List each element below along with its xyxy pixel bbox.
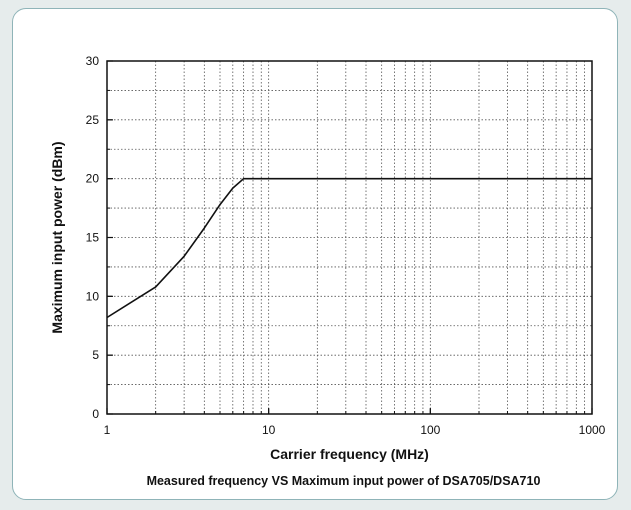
y-tick-label: 0	[92, 407, 99, 421]
grid	[107, 61, 592, 414]
chart-card	[12, 8, 618, 500]
tick-labels: 1 10 100 1000 0 5 10 15 20 25 30	[86, 54, 606, 437]
y-tick-label: 30	[86, 54, 100, 68]
series-group	[106, 177, 592, 319]
y-tick-label: 20	[86, 172, 100, 186]
axis-ticks	[106, 60, 593, 415]
x-tick-label: 10	[262, 423, 276, 437]
x-axis-label: Carrier frequency (MHz)	[270, 446, 429, 462]
y-tick-label: 10	[86, 289, 100, 303]
y-axis-label: Maximum input power (dBm)	[49, 141, 65, 333]
chart-caption: Measured frequency VS Maximum input powe…	[147, 474, 541, 488]
x-tick-label: 1000	[579, 423, 606, 437]
series-line	[106, 177, 592, 319]
x-tick-label: 100	[420, 423, 440, 437]
y-tick-label: 25	[86, 113, 100, 127]
y-tick-label: 5	[92, 348, 99, 362]
y-tick-label: 15	[86, 231, 100, 245]
x-tick-label: 1	[104, 423, 111, 437]
